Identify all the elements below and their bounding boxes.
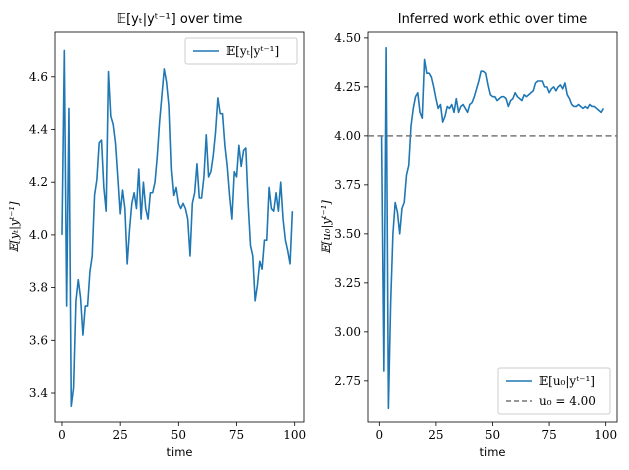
right-legend: 𝔼[u₀|yᵗ⁻¹] u₀ = 4.00 — [497, 367, 611, 415]
y-tick-label: 3.50 — [334, 227, 361, 241]
right-legend-label-posterior: 𝔼[u₀|yᵗ⁻¹] — [539, 374, 595, 388]
x-tick-label: 75 — [541, 428, 556, 442]
y-tick-label: 2.75 — [334, 374, 361, 388]
y-tick-label: 4.25 — [334, 80, 361, 94]
y-tick-label: 4.6 — [29, 70, 48, 84]
y-tick-label: 4.2 — [29, 175, 48, 189]
left-legend-box — [184, 37, 298, 65]
y-tick-label: 4.4 — [29, 123, 48, 137]
left-y-ticks: 3.4 3.6 3.8 4.0 4.2 4.4 4.6 — [29, 70, 55, 400]
y-tick-label: 3.25 — [334, 276, 361, 290]
y-tick-label: 4.0 — [29, 228, 48, 242]
right-plot-area — [367, 31, 618, 423]
left-x-ticks: 0 25 50 75 100 — [58, 422, 306, 442]
y-tick-label: 3.75 — [334, 178, 361, 192]
right-x-axis-label: time — [480, 445, 506, 459]
right-legend-label-true-value: u₀ = 4.00 — [539, 394, 596, 408]
left-x-axis-label: time — [167, 445, 193, 459]
y-tick-label: 3.00 — [334, 325, 361, 339]
right-series — [368, 46, 617, 410]
x-tick-label: 0 — [375, 428, 383, 442]
x-tick-label: 0 — [58, 428, 66, 442]
x-tick-label: 100 — [594, 428, 617, 442]
x-tick-label: 25 — [113, 428, 128, 442]
x-tick-label: 100 — [283, 428, 306, 442]
left-plot-area — [54, 31, 305, 423]
x-tick-label: 50 — [171, 428, 186, 442]
left-legend-label: 𝔼[yₜ|yᵗ⁻¹] — [226, 44, 279, 58]
x-tick-label: 50 — [485, 428, 500, 442]
y-tick-label: 3.4 — [29, 386, 48, 400]
right-legend-box — [497, 367, 611, 415]
left-y-axis-label: 𝔼[yₜ|yᵗ⁻¹] — [7, 201, 22, 252]
x-tick-label: 75 — [229, 428, 244, 442]
left-chart-title: 𝔼[yₜ|yᵗ⁻¹] over time — [117, 12, 243, 27]
left-series — [61, 49, 294, 407]
right-y-axis-label: 𝔼[u₀|yᵗ⁻¹] — [319, 200, 334, 254]
left-chart: 𝔼[yₜ|yᵗ⁻¹] over time time 𝔼[yₜ|yᵗ⁻¹] 0 25… — [7, 12, 306, 459]
y-tick-label: 3.6 — [29, 333, 48, 347]
right-chart-title: Inferred work ethic over time — [398, 12, 588, 27]
right-x-ticks: 0 25 50 75 100 — [375, 422, 617, 442]
x-tick-label: 25 — [428, 428, 443, 442]
y-tick-label: 4.00 — [334, 129, 361, 143]
series-line — [380, 46, 605, 410]
left-legend: 𝔼[yₜ|yᵗ⁻¹] — [184, 37, 298, 65]
series-line — [61, 49, 294, 407]
y-tick-label: 4.50 — [334, 31, 361, 45]
y-tick-label: 3.8 — [29, 281, 48, 295]
right-chart: Inferred work ethic over time time 𝔼[u₀|… — [319, 12, 618, 459]
right-y-ticks: 2.75 3.00 3.25 3.50 3.75 4.00 4.25 4.50 — [334, 31, 368, 388]
